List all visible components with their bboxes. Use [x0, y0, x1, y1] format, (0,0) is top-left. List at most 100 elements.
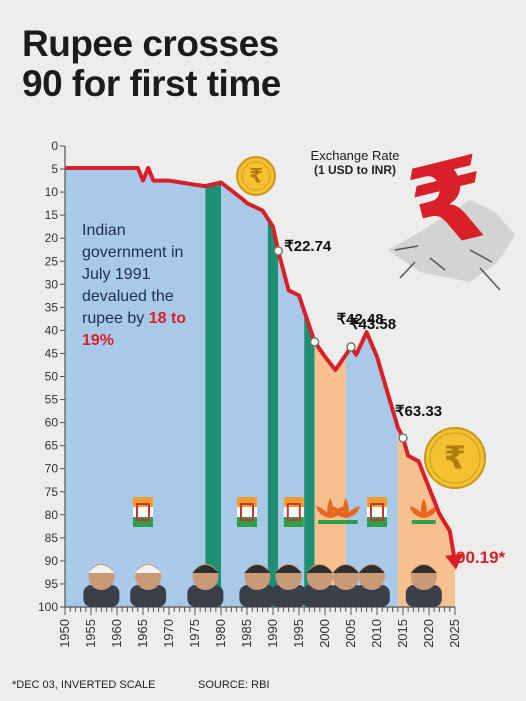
regime-band-3 [267, 218, 279, 608]
x-tick-label: 2015 [395, 619, 410, 648]
annotation-marker [398, 433, 408, 443]
flag-band-bottom [133, 517, 153, 527]
y-tick-label: 55 [45, 393, 59, 407]
portrait-hair [410, 565, 437, 573]
lotus-petal-center [342, 498, 349, 518]
y-tick-label: 25 [45, 254, 59, 268]
portrait-body [353, 585, 390, 607]
x-tick-label: 1965 [135, 619, 150, 648]
pm-portrait-icon [187, 564, 224, 607]
x-tick-label: 1950 [57, 619, 72, 648]
page-title: Rupee crosses 90 for first time [22, 24, 281, 104]
portrait-hair [275, 565, 302, 573]
portrait-hair [135, 565, 162, 573]
hand-outline [136, 503, 150, 521]
legend: Exchange Rate (1 USD to INR) [296, 148, 414, 177]
portrait-hair [358, 565, 385, 573]
regime-band-1 [205, 182, 221, 607]
lotus-petal-left [316, 506, 331, 518]
lotus-base [318, 520, 343, 524]
lotus-base [411, 520, 436, 524]
portrait-body [187, 585, 224, 607]
lotus-base [333, 520, 358, 524]
coin-rim [429, 432, 481, 484]
x-tick-label: 2025 [447, 619, 462, 648]
pm-portrait-icon [270, 564, 307, 607]
lotus-petal-right [345, 506, 360, 518]
congress-hand-icon [133, 497, 153, 527]
y-tick-label: 5 [51, 162, 58, 176]
lotus-petal-right [423, 506, 438, 518]
flag-band-mid [283, 507, 304, 517]
regime-band-5 [304, 310, 315, 607]
y-tick-label: 65 [45, 439, 59, 453]
portrait-hair [332, 565, 359, 573]
y-tick-label: 70 [45, 462, 59, 476]
y-tick-label: 85 [45, 531, 59, 545]
portrait-body [130, 585, 167, 607]
footnote: *DEC 03, INVERTED SCALE [12, 679, 156, 691]
portrait-body [239, 585, 276, 607]
pm-portrait-icon [130, 564, 167, 607]
x-tick-label: 2000 [317, 619, 332, 648]
flag-band-mid [133, 507, 153, 517]
coin-face [424, 427, 486, 489]
portrait-body [270, 585, 307, 607]
flag-band-top [283, 497, 304, 507]
portrait-hair [88, 565, 115, 573]
lotus-petal-center [420, 498, 427, 518]
flag-band-top [367, 497, 387, 507]
y-tick-label: 95 [45, 577, 59, 591]
pm-portrait-icon [239, 564, 276, 607]
note-highlight: 18 to 19% [82, 310, 187, 349]
rupee-coin-icon: ₹ [236, 156, 276, 196]
regime-band-2 [221, 182, 268, 607]
lotus-petal-center [327, 498, 334, 518]
x-tick-label: 1995 [291, 619, 306, 648]
annotation-marker [309, 337, 320, 347]
flag-band-top [133, 497, 153, 507]
annotation-label: ₹42.48 [336, 310, 384, 328]
x-tick-label: 2020 [421, 619, 436, 648]
flag-band-bottom [367, 517, 387, 527]
source-note: SOURCE: RBI [198, 679, 270, 691]
y-tick-label: 0 [51, 139, 58, 153]
legend-line-1: Exchange Rate [310, 148, 400, 163]
portrait-hair [244, 565, 271, 573]
portrait-body [83, 585, 120, 607]
x-tick-label: 1980 [213, 619, 228, 648]
y-tick-label: 30 [45, 277, 59, 291]
hand-outline [286, 503, 301, 521]
regime-band-0 [65, 167, 206, 607]
annotation-label: 90.19* [456, 547, 506, 567]
annotation-marker [346, 342, 356, 352]
y-tick-label: 100 [38, 600, 58, 614]
crack-lines [394, 245, 501, 291]
y-tick-label: 80 [45, 508, 59, 522]
coin-glyph: ₹ [249, 164, 263, 188]
congress-hand-icon [237, 497, 257, 527]
rupee-coin-icon: ₹ [424, 427, 486, 489]
hand-outline [370, 503, 384, 521]
y-tick-label: 45 [45, 346, 59, 360]
crack-shadow [388, 200, 515, 282]
portrait-body [405, 585, 442, 607]
congress-hand-icon [283, 497, 304, 527]
y-tick-label: 90 [45, 554, 59, 568]
x-tick-label: 1990 [265, 619, 280, 648]
bjp-lotus-icon [409, 498, 438, 524]
title-line-2: 90 for first time [22, 63, 281, 104]
hand-outline [240, 503, 254, 521]
y-tick-label: 10 [45, 185, 59, 199]
pm-portrait-icon [353, 564, 390, 607]
lotus-petal-left [409, 506, 424, 518]
coin-glyph: ₹ [444, 441, 466, 477]
portrait-hair [306, 565, 333, 573]
annotation-label: ₹63.33 [395, 402, 443, 420]
y-tick-label: 35 [45, 300, 59, 314]
flag-band-top [237, 497, 257, 507]
x-tick-label: 1985 [239, 619, 254, 648]
lotus-petal-left [331, 506, 346, 518]
coin-rim [241, 161, 271, 191]
